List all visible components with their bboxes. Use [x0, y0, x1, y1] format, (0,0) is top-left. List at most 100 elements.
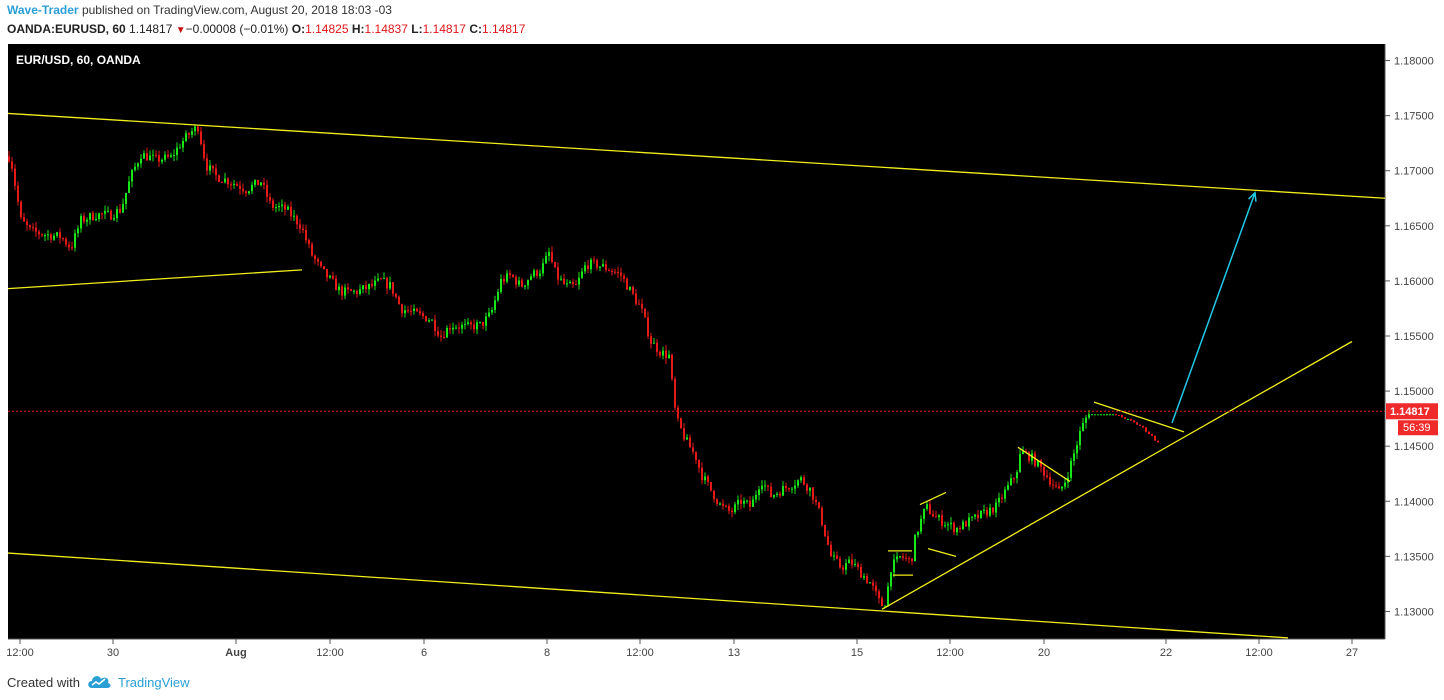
candle-body	[947, 524, 949, 526]
candle-body	[767, 485, 769, 487]
candle-body	[191, 131, 193, 135]
candle-body	[503, 278, 505, 282]
symbol-ohlc-line: OANDA:EURUSD, 60 1.14817 ▼−0.00008 (−0.0…	[7, 22, 525, 36]
candle-body	[1145, 427, 1147, 432]
candle-body	[74, 233, 76, 248]
candle-body	[374, 280, 376, 286]
candle-body	[995, 502, 997, 513]
candle-body	[752, 499, 754, 507]
trendline	[881, 340, 1353, 610]
candle-body	[557, 267, 559, 280]
candle-body	[131, 170, 133, 182]
candle-body	[155, 154, 157, 156]
candle-body	[1088, 414, 1090, 418]
candle-body	[581, 271, 583, 278]
candle-body	[188, 133, 190, 135]
candle-body	[695, 451, 697, 461]
candle-body	[284, 204, 286, 210]
candle-body	[809, 487, 811, 491]
open-label: O:	[291, 22, 306, 36]
candle-body	[590, 259, 592, 270]
candle-body	[476, 322, 478, 330]
candle-body	[35, 227, 37, 232]
high-value: 1.14837	[364, 22, 408, 36]
candle-body	[308, 240, 310, 245]
projection-arrow	[1171, 192, 1256, 424]
candle-body	[92, 213, 94, 221]
candle-body	[29, 225, 31, 228]
candle-body	[1043, 466, 1045, 476]
candle-body	[608, 269, 610, 271]
candle-body	[485, 316, 487, 326]
candle-body	[536, 270, 538, 276]
trendline-layer[interactable]	[7, 112, 1386, 639]
candle-body	[851, 559, 853, 565]
candle-body	[740, 499, 742, 504]
candle-body	[866, 576, 868, 583]
y-tick-label: 1.16500	[1394, 221, 1434, 233]
candle-body	[290, 206, 292, 217]
candle-body	[101, 213, 103, 215]
candle-body	[182, 140, 184, 148]
candle-body	[206, 158, 208, 171]
candle-body	[533, 270, 535, 277]
candle-body	[800, 477, 802, 481]
candle-body	[962, 521, 964, 530]
candle-body	[671, 354, 673, 379]
plot-area[interactable]	[8, 44, 1385, 639]
y-tick-label: 1.15000	[1394, 386, 1434, 398]
candle-body	[275, 207, 277, 209]
candle-body	[383, 278, 385, 280]
candle-body	[710, 481, 712, 491]
candle-body	[431, 319, 433, 321]
candle-body	[875, 585, 877, 592]
x-tick-label: 27	[1346, 647, 1358, 659]
candle-body	[449, 327, 451, 330]
candle-body	[488, 312, 490, 317]
tradingview-brand-link[interactable]: TradingView	[118, 675, 190, 690]
candle-body	[623, 275, 625, 279]
y-tick-label: 1.14000	[1394, 496, 1434, 508]
x-tick-label: 30	[107, 647, 119, 659]
candle-body	[941, 515, 943, 526]
candle-body	[1046, 475, 1048, 478]
candle-body	[158, 155, 160, 162]
candle-body	[611, 270, 613, 272]
candle-body	[1157, 440, 1159, 443]
candle-body	[95, 218, 97, 221]
symbol-label: OANDA:EURUSD, 60	[7, 22, 126, 36]
candle-body	[980, 510, 982, 519]
candle-body	[659, 351, 661, 356]
candle-body	[677, 407, 679, 419]
candle-body	[551, 252, 553, 263]
candle-body	[725, 505, 727, 507]
candle-body	[713, 490, 715, 500]
candle-body	[44, 235, 46, 237]
candle-body	[260, 182, 262, 186]
candle-body	[497, 291, 499, 301]
candle-body	[272, 200, 274, 208]
candle-body	[221, 181, 223, 183]
candle-body	[689, 437, 691, 448]
author-name[interactable]: Wave-Trader	[7, 3, 79, 17]
candle-body	[20, 201, 22, 218]
candle-body	[368, 284, 370, 290]
candle-body	[1004, 489, 1006, 499]
price-chart[interactable]: EUR/USD, 60, OANDA 1.13000 1.13500 1.14000…	[0, 42, 1444, 664]
trendline	[7, 112, 1386, 199]
candle-body	[812, 487, 814, 500]
published-text: published on TradingView.com, August 20,…	[81, 3, 392, 17]
candle-body	[794, 485, 796, 489]
candle-body	[560, 278, 562, 280]
candle-body	[140, 158, 142, 164]
candle-body	[110, 210, 112, 220]
candle-body	[1058, 486, 1060, 489]
candle-body	[821, 507, 823, 525]
candle-body	[8, 156, 10, 162]
candle-body	[1010, 478, 1012, 485]
trendline	[927, 548, 957, 557]
tradingview-cloud-icon[interactable]	[86, 673, 112, 691]
candle-body	[911, 558, 913, 562]
candle-body	[80, 215, 82, 229]
candle-body	[422, 313, 424, 317]
